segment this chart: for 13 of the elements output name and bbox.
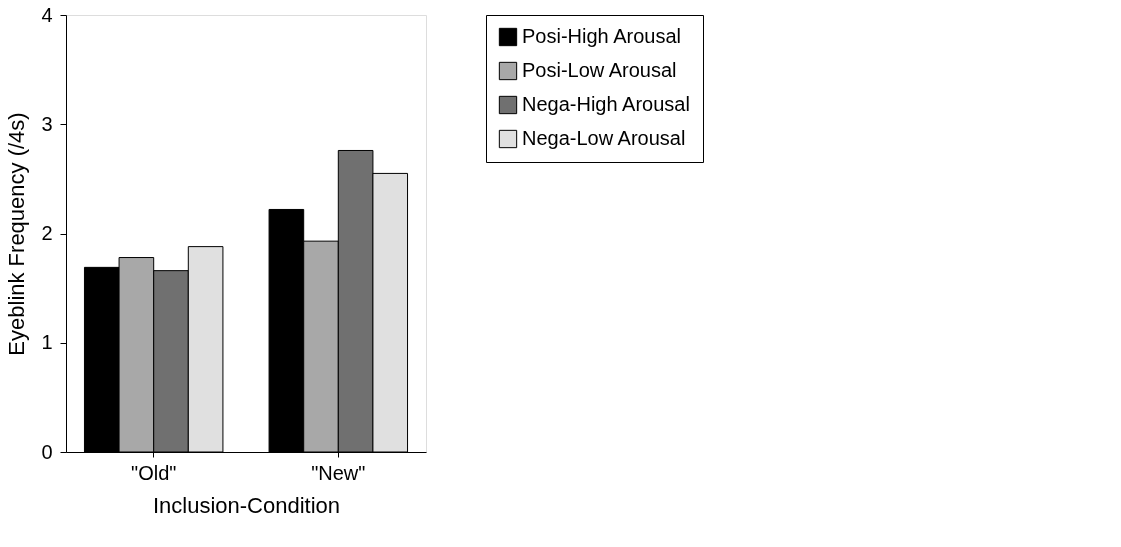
y-tick-label: 0 xyxy=(41,440,53,463)
x-axis-title: Inclusion-Condition xyxy=(152,492,341,518)
y-axis-title: Eyeblink Frequency (/4s) xyxy=(4,112,30,356)
legend-label: Nega-High Arousal xyxy=(522,93,690,115)
x-tick-label: "New" xyxy=(311,461,366,484)
y-tick-label: 3 xyxy=(41,112,53,135)
legend-label: Posi-High Arousal xyxy=(522,25,681,47)
legend-label: Posi-Low Arousal xyxy=(522,59,677,81)
y-tick-label: 2 xyxy=(41,222,53,244)
legend-label: Nega-Low Arousal xyxy=(522,127,686,149)
y-tick-label: 4 xyxy=(41,3,53,26)
y-tick-label: 1 xyxy=(41,331,53,354)
x-tick-label: "Old" xyxy=(131,461,177,484)
